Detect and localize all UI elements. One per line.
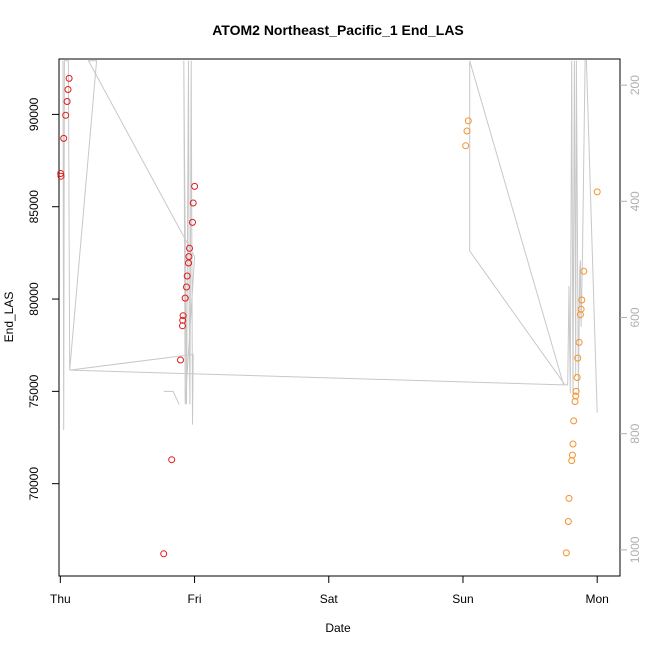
data-point — [64, 86, 72, 93]
depth-trace-line — [62, 60, 598, 431]
data-point — [168, 456, 176, 464]
data-point — [593, 188, 601, 196]
data-point — [57, 172, 65, 180]
data-point — [573, 374, 581, 381]
data-point — [464, 117, 472, 125]
x-axis-label: Date — [325, 621, 351, 635]
chart-title: ATOM2 Northeast_Pacific_1 End_LAS — [212, 22, 464, 38]
y-tick-label: 85000 — [27, 190, 41, 224]
data-point — [570, 417, 578, 425]
data-point — [462, 142, 470, 150]
data-point — [160, 550, 168, 558]
x-tick-label: Sun — [452, 592, 473, 606]
data-point — [60, 134, 68, 142]
data-point — [572, 392, 580, 400]
data-point — [580, 267, 588, 275]
data-point — [575, 338, 583, 346]
data-point — [569, 440, 577, 448]
y2-tick-label: 1000 — [628, 536, 642, 563]
y2-tick-label: 200 — [628, 75, 642, 95]
data-point — [186, 244, 193, 252]
data-point — [177, 356, 184, 364]
data-point — [577, 305, 585, 313]
data-point — [562, 549, 570, 557]
data-point — [572, 387, 580, 395]
x-tick-label: Thu — [50, 592, 71, 606]
y-tick-label: 90000 — [27, 97, 41, 131]
x-tick-label: Mon — [586, 592, 609, 606]
data-point — [574, 354, 582, 362]
data-point — [564, 518, 572, 525]
data-point — [62, 111, 70, 119]
data-point — [568, 451, 576, 459]
data-point — [578, 296, 586, 304]
data-point — [463, 127, 471, 135]
data-point — [179, 312, 187, 320]
y2-tick-label: 600 — [628, 307, 642, 327]
data-point — [191, 182, 199, 190]
plot-area: Thu Fri Sat Sun Mon 70000 75000 80000 85000 90000… — [27, 58, 642, 606]
data-point — [183, 283, 190, 291]
data-point — [189, 199, 197, 207]
data-point — [179, 316, 187, 324]
data-point — [185, 253, 193, 261]
x-tick-label: Fri — [188, 592, 202, 606]
data-point — [57, 170, 65, 177]
y-axis-label: End_LAS — [2, 292, 16, 343]
data-point — [181, 294, 189, 302]
data-point — [565, 494, 573, 502]
y2-tick-label: 400 — [628, 191, 642, 211]
data-point — [183, 272, 191, 280]
y-tick-label: 80000 — [27, 282, 41, 316]
data-point — [65, 74, 73, 82]
data-point — [63, 98, 71, 105]
x-tick-label: Sat — [320, 592, 339, 606]
y-tick-label: 75000 — [27, 374, 41, 408]
depth-trace-segment — [163, 390, 180, 405]
y-tick-label: 70000 — [27, 467, 41, 501]
y2-tick-label: 800 — [628, 423, 642, 443]
data-point — [189, 218, 196, 226]
